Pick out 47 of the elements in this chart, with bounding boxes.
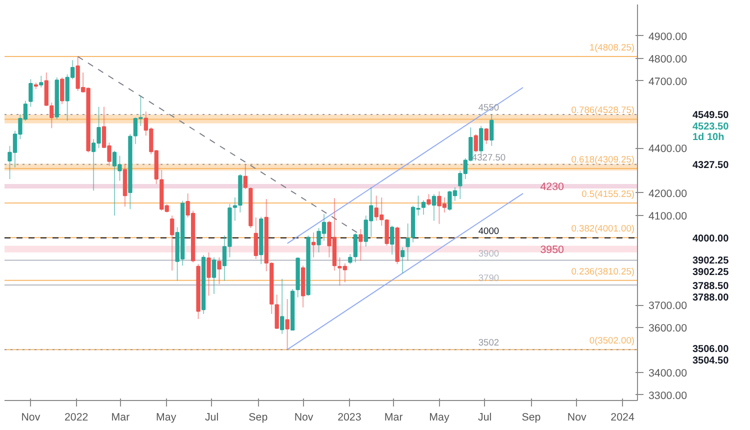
band-label: 3950 [540, 244, 564, 256]
text: 3504.50 [692, 356, 730, 367]
ref-line-label: 4000 [478, 226, 500, 236]
y-tick-label: 4800.00 [648, 53, 688, 66]
y-tick-label: 3700.00 [648, 300, 688, 312]
x-tick-label: Sep [522, 412, 541, 424]
text: 3788.00 [692, 292, 730, 304]
x-tick-label: 2023 [338, 412, 362, 424]
text: 1d 10h [692, 132, 724, 144]
x-tick-label: Sep [248, 412, 268, 424]
text: 3788.50 [692, 280, 730, 292]
y-tick-label: 4100.00 [648, 210, 688, 222]
ref-line-label: 3900 [478, 248, 500, 258]
y-tick-label: 3600.00 [648, 322, 688, 335]
text: 4000.00 [692, 233, 730, 244]
x-tick-label: Nov [294, 412, 314, 424]
text: 4523.50 [692, 122, 730, 133]
ref-line-label: 0.786(4528.75) [571, 105, 635, 116]
text: 3902.25 [692, 255, 730, 266]
ref-line-label: 0.382(4001.00) [571, 224, 635, 234]
x-tick-label: Jul [478, 412, 492, 424]
text: 3506.00 [692, 344, 730, 356]
ref-line-label: 0.618(4309.25) [571, 154, 635, 164]
text: 3902.25 [692, 266, 730, 278]
x-tick-label: Mar [111, 412, 130, 424]
text: 4549.50 [692, 110, 730, 122]
ref-line-label: 1(4808.25) [589, 42, 635, 52]
y-tick-label: 4200.00 [648, 188, 688, 200]
ref-line-label: 0.236(3810.25) [571, 266, 635, 276]
ref-line-label: 3502 [478, 338, 500, 348]
x-tick-label: Nov [567, 412, 588, 424]
y-tick-label: 3400.00 [648, 367, 688, 380]
x-tick-label: Mar [384, 412, 404, 424]
x-tick-label: Jul [204, 412, 219, 424]
band-label: 4230 [540, 181, 564, 194]
ref-line-label: 0(3502.00) [589, 336, 635, 346]
x-tick-label: 2024 [610, 412, 634, 424]
x-tick-label: May [156, 412, 177, 424]
x-tick-label: 2022 [64, 412, 88, 424]
ref-line-label: 0.5(4155.25) [582, 189, 635, 200]
y-tick-label: 4700.00 [648, 76, 688, 88]
y-tick-label: 3300.00 [648, 390, 688, 402]
x-tick-label: Nov [21, 412, 41, 424]
x-tick-label: May [429, 412, 450, 424]
text: 4327.50 [692, 160, 730, 171]
y-tick-label: 4400.00 [648, 143, 688, 156]
y-tick-label: 4900.00 [648, 30, 688, 43]
